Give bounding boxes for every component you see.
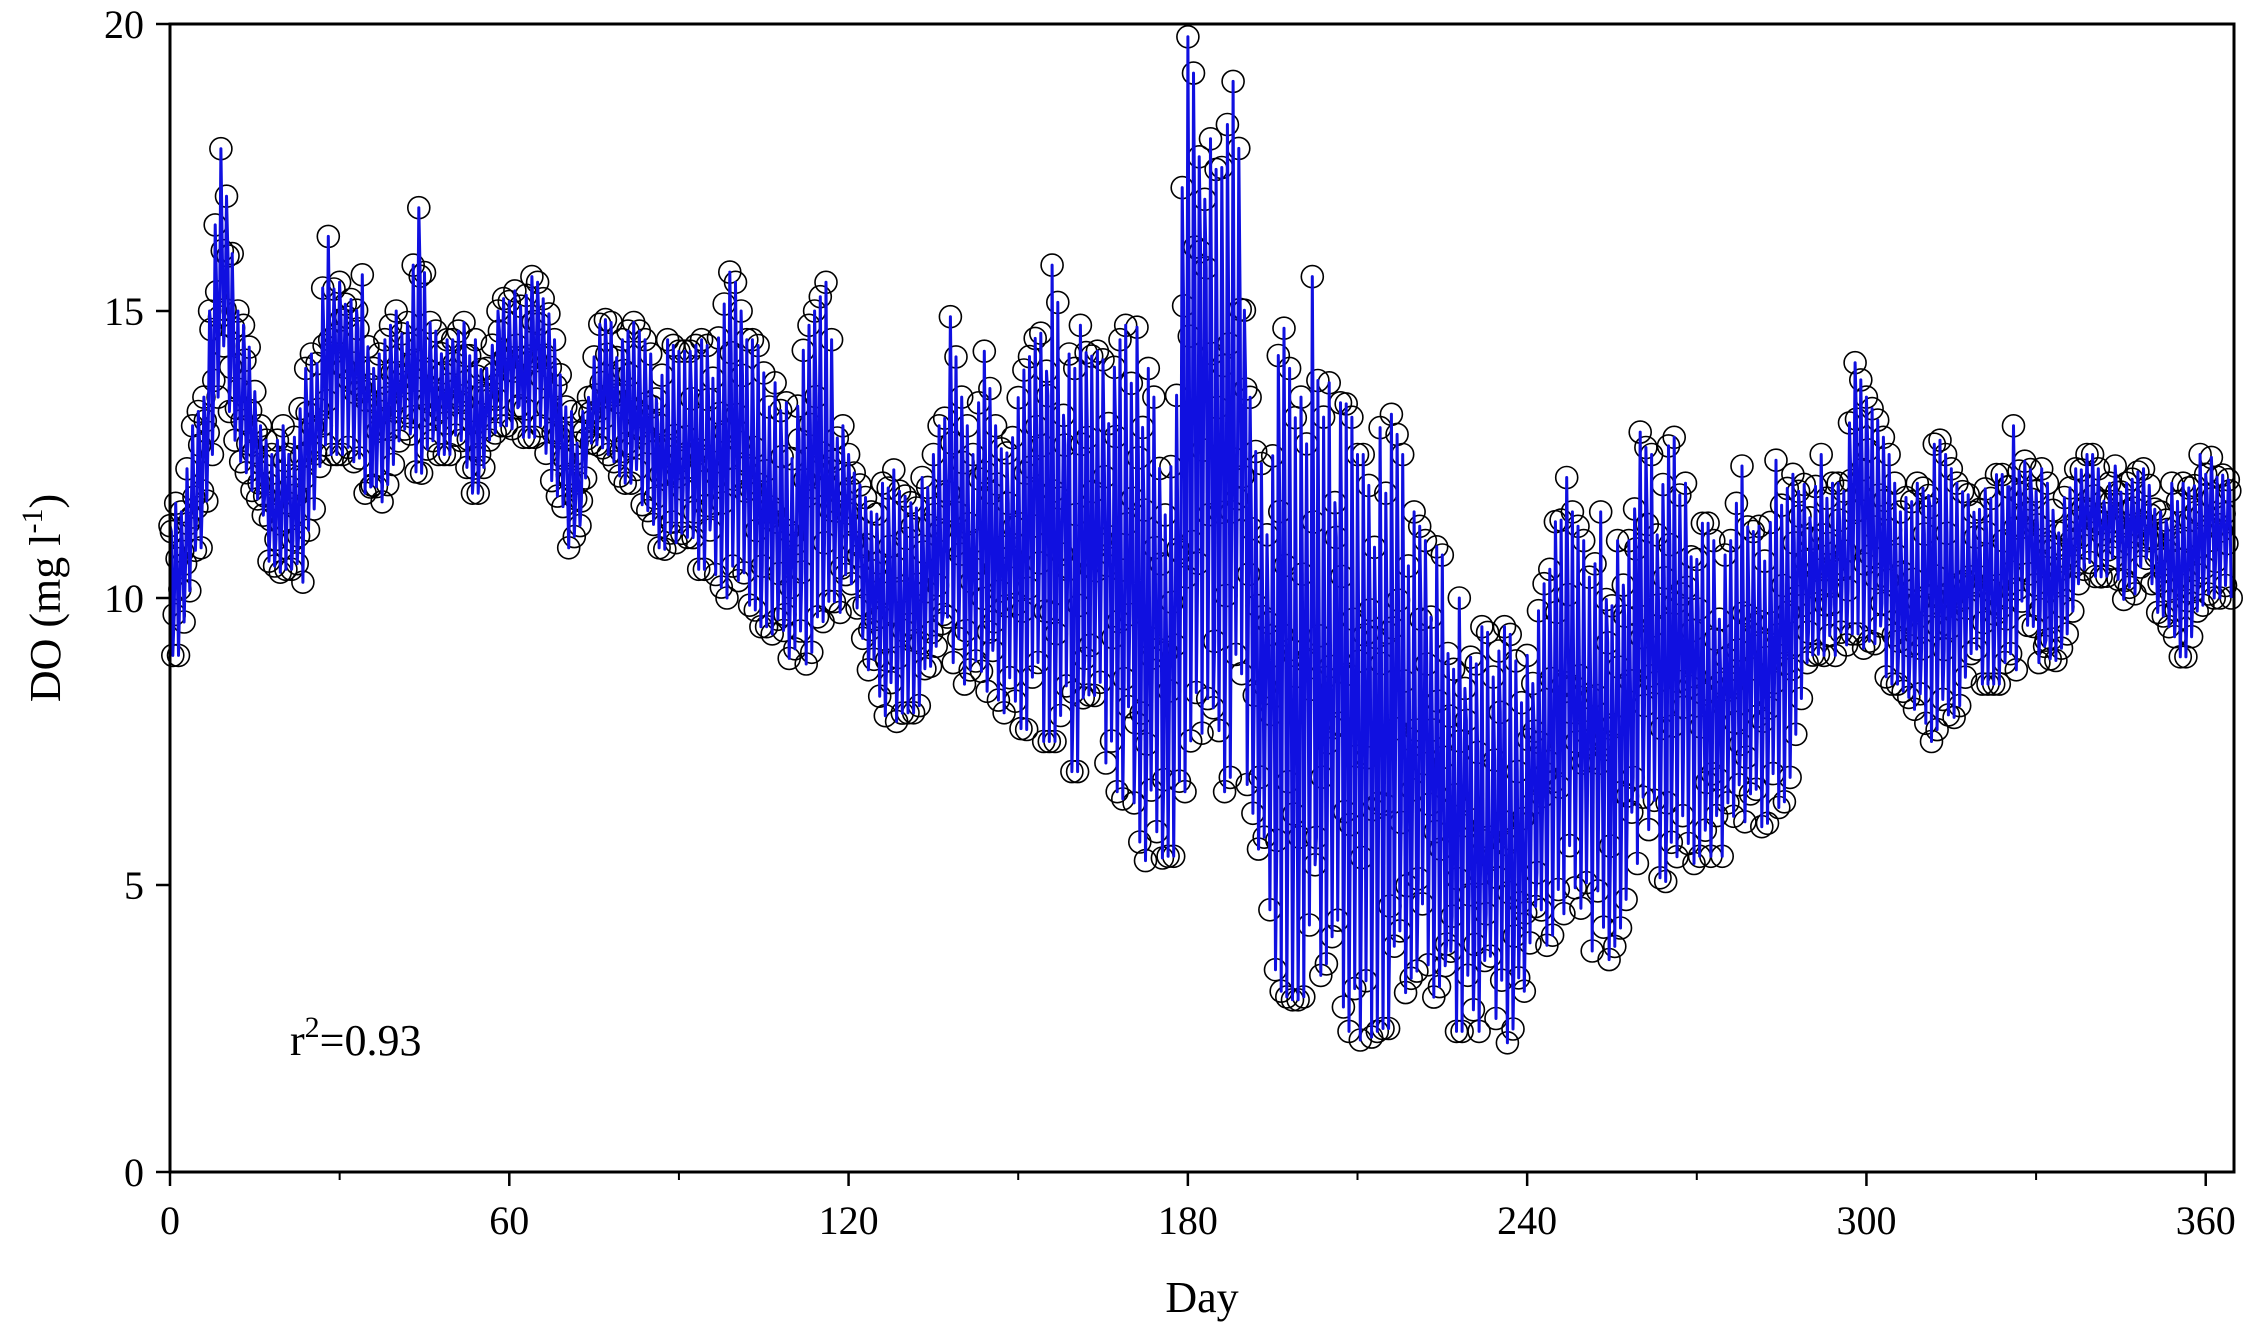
axis-tick-labels: 0 60 120 180 240 300 360 0 5 10 15 20 [104, 2, 2236, 1243]
y-axis-title-main: DO (mg l [21, 534, 70, 703]
annotation-rest: =0.93 [320, 1016, 422, 1065]
annotation-sup: 2 [305, 1011, 320, 1044]
y-tick-label: 15 [104, 289, 144, 334]
x-axis-title: Day [1165, 1273, 1238, 1322]
x-tick-label: 240 [1497, 1198, 1557, 1243]
x-tick-label: 180 [1158, 1198, 1218, 1243]
y-tick-label: 5 [124, 863, 144, 908]
y-axis-title: DO (mg l-1) [16, 494, 70, 702]
annotation-base: r [290, 1016, 305, 1065]
y-tick-label: 10 [104, 576, 144, 621]
x-tick-label: 60 [489, 1198, 529, 1243]
y-tick-label: 20 [104, 2, 144, 47]
y-tick-label: 0 [124, 1150, 144, 1195]
y-axis-title-sup: -1 [16, 509, 49, 534]
axis-ticks [156, 22, 2207, 1186]
x-tick-label: 360 [2176, 1198, 2236, 1243]
x-tick-label: 120 [819, 1198, 879, 1243]
x-tick-label: 300 [1836, 1198, 1896, 1243]
y-axis-title-end: ) [21, 494, 70, 509]
r-squared-annotation: r2=0.93 [290, 1011, 421, 1065]
x-tick-label: 0 [160, 1198, 180, 1243]
simulated-line [168, 35, 2233, 1045]
simulated-series-line [168, 35, 2233, 1045]
